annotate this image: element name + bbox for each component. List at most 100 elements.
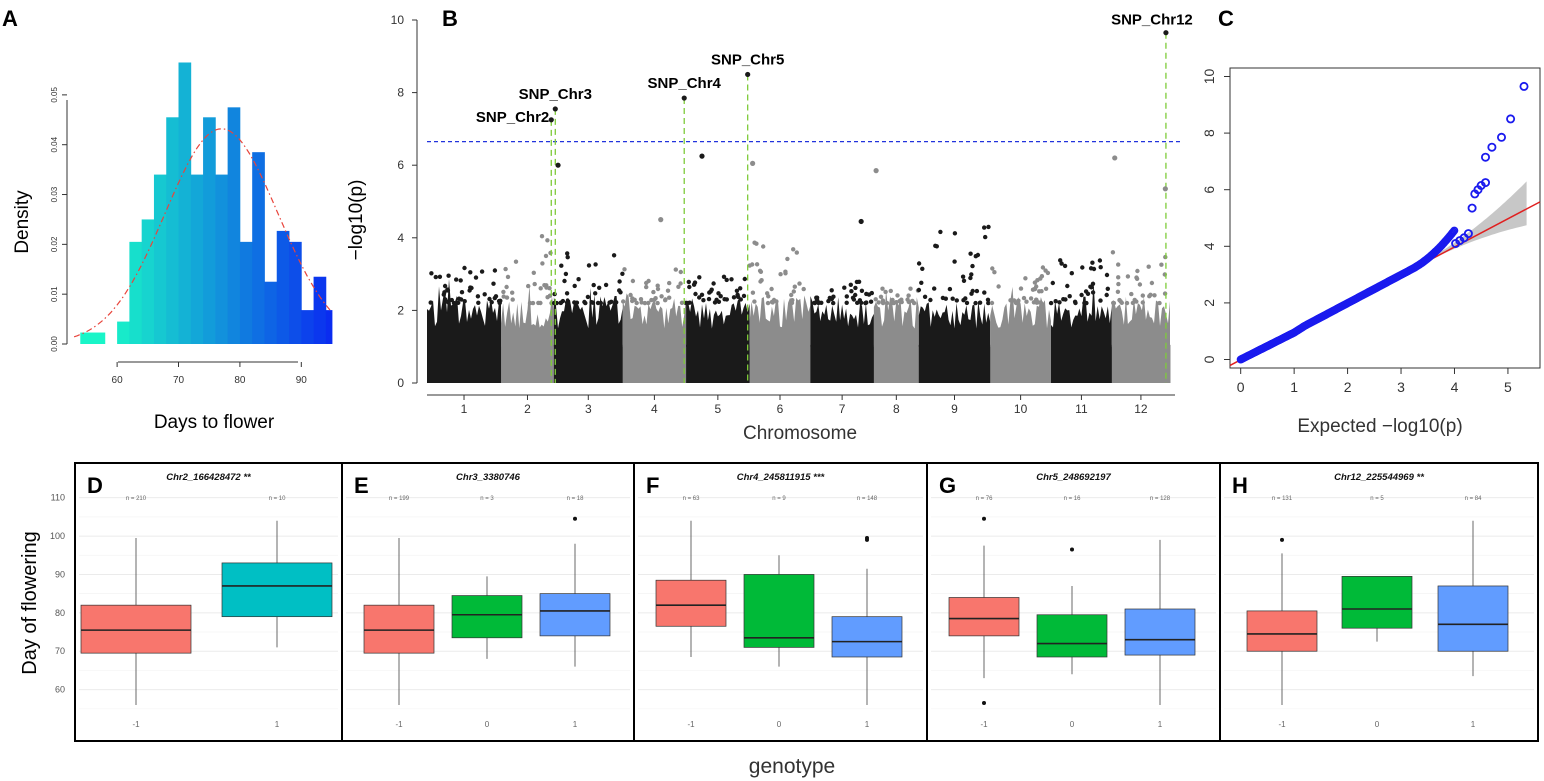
manhattan-point [679, 300, 685, 305]
manhattan-point [456, 300, 461, 305]
manhattan-point [489, 300, 494, 305]
box-group-label: 1 [865, 720, 870, 729]
manhattan-point [510, 290, 515, 295]
manhattan-chr-band [686, 344, 751, 383]
box-group-label: 1 [573, 720, 578, 729]
manhattan-point [1149, 280, 1155, 286]
manhattan-point [572, 283, 577, 289]
box-group-count: n = 18 [567, 496, 585, 502]
hist-x-tick-label: 60 [112, 375, 124, 386]
manhattan-chr-cloud [427, 279, 501, 347]
manhattan-point [878, 294, 884, 299]
manhattan-point [562, 278, 567, 284]
manhattan-point [1084, 300, 1089, 306]
manhattan-point [883, 289, 888, 295]
manhattan-chr-band [501, 344, 555, 383]
manhattan-highlight-point [1162, 186, 1168, 192]
box-body [1341, 576, 1413, 629]
manhattan-point [479, 269, 485, 274]
hist-y-tick-label: 0.04 [50, 136, 59, 152]
hist-bar [301, 310, 314, 344]
manhattan-point [752, 299, 757, 304]
box-outlier [1070, 547, 1074, 552]
manhattan-point [676, 284, 681, 289]
manhattan-point [919, 280, 924, 285]
manhattan-point [1028, 296, 1034, 301]
manhattan-chr-band [1111, 344, 1171, 383]
manhattan-point [1105, 286, 1111, 291]
manhattan-point [754, 241, 759, 246]
manhattan-point [876, 300, 881, 305]
manhattan-point [617, 279, 622, 284]
box-body [451, 595, 523, 639]
qq-x-tick-label: 4 [1451, 379, 1459, 395]
manhattan-point [977, 300, 983, 305]
box-group-count: n = 84 [1465, 496, 1483, 502]
manhattan-highlight-point [681, 95, 687, 101]
manhattan-point [1116, 262, 1121, 267]
manhattan-point [908, 286, 913, 291]
manhattan-point [475, 294, 481, 299]
manhattan-point [1079, 292, 1084, 298]
hist-bar [129, 241, 143, 344]
manhattan-point [454, 277, 459, 282]
manhattan-chr-cloud [810, 296, 874, 347]
manhattan-point [510, 297, 515, 302]
manhattan-point [829, 288, 834, 293]
manhattan-highlight-point [1112, 155, 1118, 161]
box-group-count: n = 76 [976, 496, 994, 502]
manhattan-point [938, 229, 943, 235]
manhattan-point [706, 296, 712, 302]
panel-label-a: A [2, 6, 18, 31]
manhattan-point [1069, 271, 1075, 276]
box-y-tick-label: 70 [55, 646, 65, 656]
manhattan-chr-band [553, 344, 624, 383]
manhattan-point [791, 247, 796, 252]
box-group-label: 0 [1375, 720, 1380, 729]
manhattan-point [686, 279, 691, 285]
manhattan-point [1048, 300, 1054, 306]
manhattan-point [916, 287, 922, 293]
manhattan-point [639, 300, 644, 305]
qq-y-tick-label: 4 [1201, 242, 1217, 250]
manhattan-point [1034, 284, 1039, 289]
manhattan-point [910, 298, 915, 304]
snp-label: SNP_Chr3 [519, 86, 592, 103]
manhattan-point [1152, 293, 1157, 298]
qq-points [1236, 81, 1529, 364]
manhattan-point [462, 299, 467, 304]
manhattan-point [906, 293, 911, 298]
manhattan-point [1148, 292, 1153, 297]
manhattan-point [738, 286, 743, 291]
manhattan-point [1063, 297, 1068, 302]
qq-y-tick-label: 0 [1201, 355, 1217, 363]
hist-y-tick-label: 0.05 [50, 87, 59, 103]
manhattan-point [595, 300, 601, 306]
manhattan-chr-cloud [990, 286, 1051, 347]
manhattan-point [634, 300, 639, 306]
manhattan-point [1034, 300, 1040, 305]
snp-label: SNP_Chr12 [1111, 12, 1193, 29]
manhattan-point [973, 300, 978, 306]
box-panel-h: Chr12_225544969 ** Hn = 131 -1 n = 5 0 n = 84… [1219, 462, 1539, 742]
manhattan-point [738, 297, 743, 302]
qq-y-tick-label: 2 [1201, 299, 1217, 307]
manhattan-highlight-point [699, 153, 705, 159]
manhattan-point [476, 300, 481, 305]
box-group-label: 0 [1070, 720, 1075, 729]
manhattan-point [721, 274, 727, 279]
manhattan-point [646, 300, 651, 306]
manhattan-point [842, 285, 847, 290]
manhattan-point [493, 294, 499, 299]
box-panel-g: Chr5_248692197 Gn = 76 -1 n = 16 0 n = 128 1 [926, 462, 1221, 742]
hist-bar [166, 117, 179, 344]
qq-x-tick-label: 1 [1290, 379, 1298, 395]
manhattan-point [576, 277, 581, 282]
manhattan-point [459, 297, 464, 302]
manhattan-point [974, 288, 980, 294]
manhattan-point [1157, 300, 1162, 306]
box-group-count: n = 16 [1064, 496, 1082, 502]
manhattan-point [1024, 299, 1029, 304]
hist-y-tick-label: 0.02 [50, 236, 59, 252]
hist-x-tick-label: 90 [296, 375, 308, 386]
